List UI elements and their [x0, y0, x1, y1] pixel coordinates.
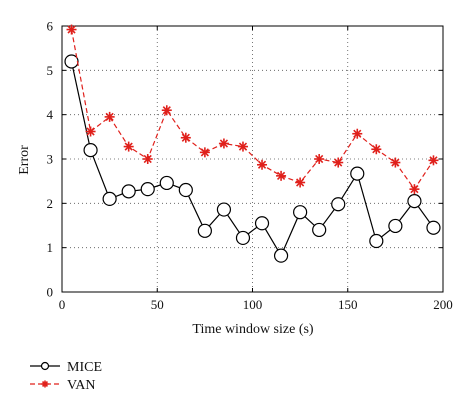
y-tick-label: 2: [47, 196, 54, 211]
y-tick-label: 5: [47, 63, 54, 78]
y-tick-label: 3: [47, 152, 54, 167]
van-point: [161, 105, 172, 116]
x-tick-label: 100: [243, 297, 263, 312]
mice-point: [159, 175, 174, 191]
x-tick-label: 200: [433, 297, 453, 312]
mice-point: [83, 143, 98, 158]
mice-point: [254, 216, 270, 231]
y-tick-label: 1: [47, 240, 54, 255]
series-group: [64, 24, 441, 263]
legend-item-van: VAN: [30, 378, 96, 393]
mice-point: [331, 197, 346, 212]
van-point: [85, 126, 96, 137]
van-point: [237, 141, 248, 152]
mice-point: [312, 222, 327, 238]
van-point: [104, 111, 115, 122]
van-point: [390, 157, 401, 168]
x-tick-label: 50: [151, 297, 164, 312]
mice-point: [369, 233, 384, 249]
mice-point: [388, 218, 403, 234]
mice-point: [178, 182, 193, 198]
mice-point: [140, 182, 155, 197]
van-point: [257, 159, 268, 170]
mice-point: [426, 220, 441, 235]
legend-marker-circle: [40, 361, 50, 371]
van-point: [276, 170, 287, 181]
van-point: [295, 177, 306, 188]
mice-point: [273, 248, 289, 263]
mice-point: [102, 191, 117, 206]
van-point: [180, 132, 191, 143]
van-point: [66, 24, 77, 35]
van-point: [409, 184, 420, 195]
x-tick-label: 0: [59, 297, 66, 312]
mice-point: [121, 184, 136, 199]
mice-point: [350, 166, 365, 181]
mice-point: [235, 230, 251, 246]
x-axis-label: Time window size (s): [192, 322, 314, 337]
van-point: [371, 144, 382, 155]
y-tick-label: 0: [47, 285, 54, 300]
y-tick-label: 6: [47, 19, 54, 34]
legend: MICE VAN: [30, 360, 102, 393]
van-point: [218, 138, 229, 149]
y-axis-label: Error: [17, 145, 32, 175]
mice-point: [216, 202, 232, 217]
legend-item-mice: MICE: [30, 360, 102, 375]
y-tick-label: 4: [47, 107, 54, 122]
van-point: [142, 154, 153, 164]
mice-point: [197, 223, 212, 238]
van-point: [352, 128, 363, 139]
van-point: [333, 157, 344, 168]
mice-point: [293, 205, 308, 220]
legend-label-mice: MICE: [67, 360, 102, 375]
van-point: [199, 147, 210, 158]
ticks: 0 50 100 150 200 0 1 2 3 4 5 6: [47, 19, 453, 313]
van-point: [314, 154, 325, 164]
x-tick-label: 150: [338, 297, 358, 312]
mice-point: [407, 194, 422, 209]
legend-marker-asterisk: [41, 380, 49, 388]
van-point: [428, 155, 439, 166]
legend-label-van: VAN: [67, 378, 96, 393]
van-point: [123, 141, 134, 152]
grid: [62, 26, 443, 292]
